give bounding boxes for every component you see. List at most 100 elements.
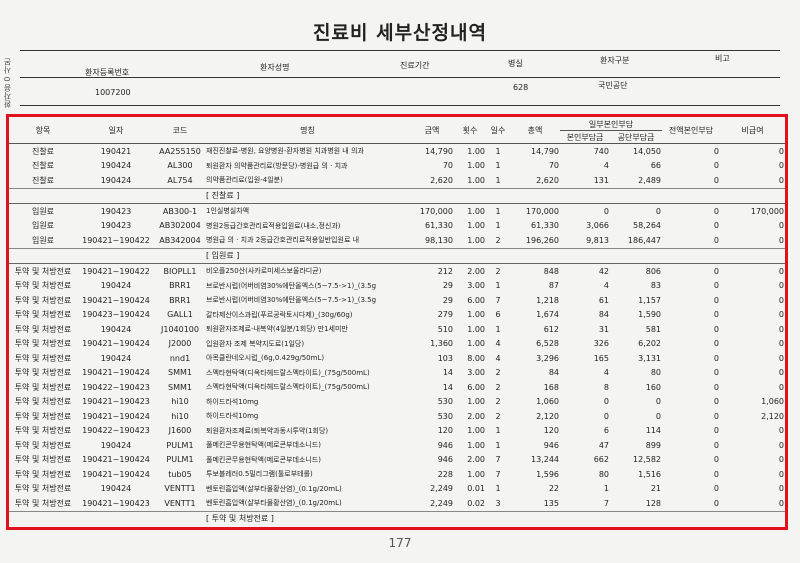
row-full-self: 0 xyxy=(713,411,720,421)
row-full-self: 0 xyxy=(713,221,720,231)
row-non-covered: 0 xyxy=(778,382,785,392)
row-non-covered: 0 xyxy=(778,281,785,291)
row-self: 4 xyxy=(603,161,609,171)
row-full-self: 0 xyxy=(713,324,720,334)
row-insurer: 581 xyxy=(645,324,662,334)
row-insurer: 14,050 xyxy=(633,146,662,156)
row-total: 70 xyxy=(548,161,559,171)
row-non-covered: 0 xyxy=(778,221,785,231)
table-row: 투약 및 처방전료 190423~190424 GALL1 갈타제산이스과립(푸르공락… xyxy=(9,308,785,323)
table-row: 투약 및 처방전료 190424 PULM1 풀메킨콘무용현탁액(메로콘부데소니드) 9… xyxy=(9,438,785,453)
row-price: 170,000 xyxy=(410,203,454,219)
subtotal-spacer xyxy=(9,187,205,204)
row-name: 입원환자 조제 복약지도료(1일당) xyxy=(206,339,305,348)
row-price: 530 xyxy=(437,397,453,407)
row-full-self: 0 xyxy=(713,161,720,171)
row-name: 재진진찰료-병원, 요양병원-환자병원 치과병원 내 의과 xyxy=(206,147,364,156)
row-total: 61,330 xyxy=(531,221,559,231)
row-days: 1 xyxy=(495,175,501,185)
row-non-covered: 0 xyxy=(778,368,785,378)
row-total: 3,296 xyxy=(536,353,559,363)
row-name: 브로반시럽(어버비염30%에탄올엑스(5~7.5->1)_(3.5g xyxy=(206,296,377,305)
ward-value: 628 xyxy=(513,83,529,92)
row-self: 80 xyxy=(598,469,609,479)
highlight-frame xyxy=(6,114,788,530)
row-insurer: 6,202 xyxy=(638,339,662,349)
row-code: VENTT1 xyxy=(164,484,196,494)
row-code: GALL1 xyxy=(167,310,193,320)
table-row: 입원료 190423 AB300-1 1인실병실차액 170,000 1.00 1 170,0… xyxy=(9,203,786,219)
row-date: 190421~190423 xyxy=(82,498,150,508)
row-price: 2,620 xyxy=(430,175,453,185)
row-name: 의약품관리료(입원-4일분) xyxy=(206,176,283,185)
row-code: BIOPLL1 xyxy=(155,263,205,279)
row-days: 7 xyxy=(495,455,501,465)
row-date: 190421~190424 xyxy=(82,339,150,349)
row-non-covered: 0 xyxy=(720,263,786,279)
header-ward: 병실 xyxy=(508,59,523,68)
row-total: 6,528 xyxy=(536,339,559,349)
row-days: 2 xyxy=(495,368,501,378)
row-full-self: 0 xyxy=(662,203,721,219)
row-non-covered: 0 xyxy=(778,175,785,185)
row-date: 190421~190424 xyxy=(82,368,150,378)
table-row: 진찰료 190421 AA255150 재진진찰료-병원, 요양병원-환자병원 치과병… xyxy=(9,144,785,159)
row-name: 하이드라석10mg xyxy=(206,412,259,421)
row-days: 4 xyxy=(495,339,501,349)
row-category: 투약 및 처방전료 xyxy=(14,339,72,349)
row-name: 갈타제산이스과립(푸르공락토시다제)_(30g/60g) xyxy=(206,310,353,319)
row-non-covered: 0 xyxy=(778,426,785,436)
table-row: 투약 및 처방전료 190421~190424 SMM1 스멕타현탁액(디옥타헤드랄스… xyxy=(9,366,785,381)
row-code: J1600 xyxy=(168,426,192,436)
row-count: 1.00 xyxy=(467,146,485,156)
row-date: 190424 xyxy=(100,440,132,450)
row-insurer: 0 xyxy=(655,397,662,407)
row-price: 29 xyxy=(442,281,453,291)
row-code: AL754 xyxy=(167,175,193,185)
row-count: 1.00 xyxy=(467,235,485,245)
row-self: 8 xyxy=(603,382,609,392)
table-row: 투약 및 처방전료 190421~190424 hi10 하이드라석10mg 530 2.… xyxy=(9,409,785,424)
row-full-self: 0 xyxy=(713,426,720,436)
row-days: 1 xyxy=(495,281,501,291)
row-count: 0.01 xyxy=(467,484,485,494)
row-insurer: 1,590 xyxy=(638,310,662,320)
row-insurer: 114 xyxy=(645,426,662,436)
row-days: 1 xyxy=(495,221,501,231)
row-days: 7 xyxy=(495,469,501,479)
row-date: 190421~190424 xyxy=(82,455,150,465)
row-name: 퇴원환자조제료(퇴복약과동시투약(1회당) xyxy=(206,426,329,435)
row-days: 2 xyxy=(486,263,510,279)
row-code: AB302004 xyxy=(159,221,201,231)
row-code: hi10 xyxy=(171,411,189,421)
row-non-covered: 0 xyxy=(778,455,785,465)
row-full-self: 0 xyxy=(713,295,720,305)
row-category: 투약 및 처방전료 xyxy=(14,426,72,436)
row-days: 1 xyxy=(486,203,510,219)
row-category: 투약 및 처방전료 xyxy=(14,397,72,407)
row-non-covered: 2,120 xyxy=(761,411,785,421)
row-code: nnd1 xyxy=(169,353,191,363)
row-self: 61 xyxy=(598,295,609,305)
row-non-covered: 0 xyxy=(778,310,785,320)
table-row: 투약 및 처방전료 190424 BRR1 브로반시럽(어버비염30%에탄올엑스(5~… xyxy=(9,279,785,294)
row-insurer: 160 xyxy=(645,382,662,392)
row-count: 3.00 xyxy=(467,368,485,378)
table-row: 투약 및 처방전료 190424 J1040100 퇴원환자조제료-내복약(4일분/1… xyxy=(9,322,785,337)
row-total: 1,596 xyxy=(536,469,559,479)
table-row: 투약 및 처방전료 190421~190422 BIOPLL1 비오플250산(사카로… xyxy=(9,263,786,279)
patient-info-header: 환자등록번호 환자성명 진료기간 병실 환자구분 비고 1007200 628 … xyxy=(0,50,800,112)
row-price: 70 xyxy=(442,161,453,171)
row-total: 168 xyxy=(543,382,559,392)
row-days: 1 xyxy=(495,146,501,156)
row-total: 13,244 xyxy=(531,455,559,465)
row-total: 946 xyxy=(543,440,559,450)
col-date: 일자 xyxy=(77,118,155,144)
row-self: 47 xyxy=(598,440,609,450)
row-full-self: 0 xyxy=(713,339,720,349)
row-full-self: 0 xyxy=(713,469,720,479)
row-days: 7 xyxy=(495,295,501,305)
table-row: 투약 및 처방전료 190421~190424 tub05 투보블레러0.5밀리그램(… xyxy=(9,467,785,482)
row-self: 662 xyxy=(593,455,609,465)
row-price: 14,790 xyxy=(425,146,453,156)
